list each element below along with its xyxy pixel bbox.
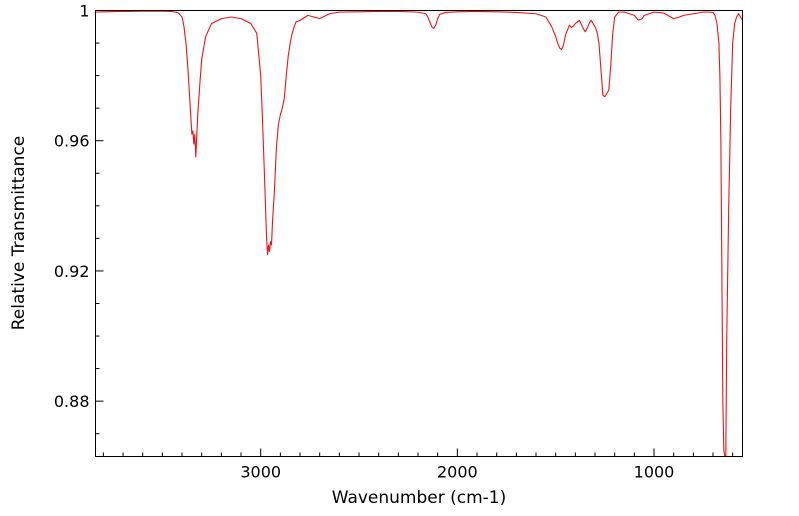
y-tick-label: 0.92 <box>54 262 90 281</box>
x-axis-label: Wavenumber (cm-1) <box>332 488 507 508</box>
x-tick-labels: 3000 2000 1000 <box>240 463 674 482</box>
plot-frame <box>95 10 743 457</box>
y-tick-label: 1 <box>79 2 89 21</box>
major-ticks <box>95 10 655 457</box>
x-tick-label: 3000 <box>240 463 281 482</box>
spectrum-line <box>95 10 743 458</box>
y-tick-label: 0.96 <box>54 132 90 151</box>
x-tick-label: 2000 <box>437 463 478 482</box>
x-tick-label: 1000 <box>634 463 675 482</box>
y-tick-labels: 0.88 0.92 0.96 1 <box>54 2 90 412</box>
y-tick-label: 0.88 <box>54 392 90 411</box>
y-axis-label: Relative Transmittance <box>9 136 29 331</box>
minor-ticks <box>95 42 734 457</box>
